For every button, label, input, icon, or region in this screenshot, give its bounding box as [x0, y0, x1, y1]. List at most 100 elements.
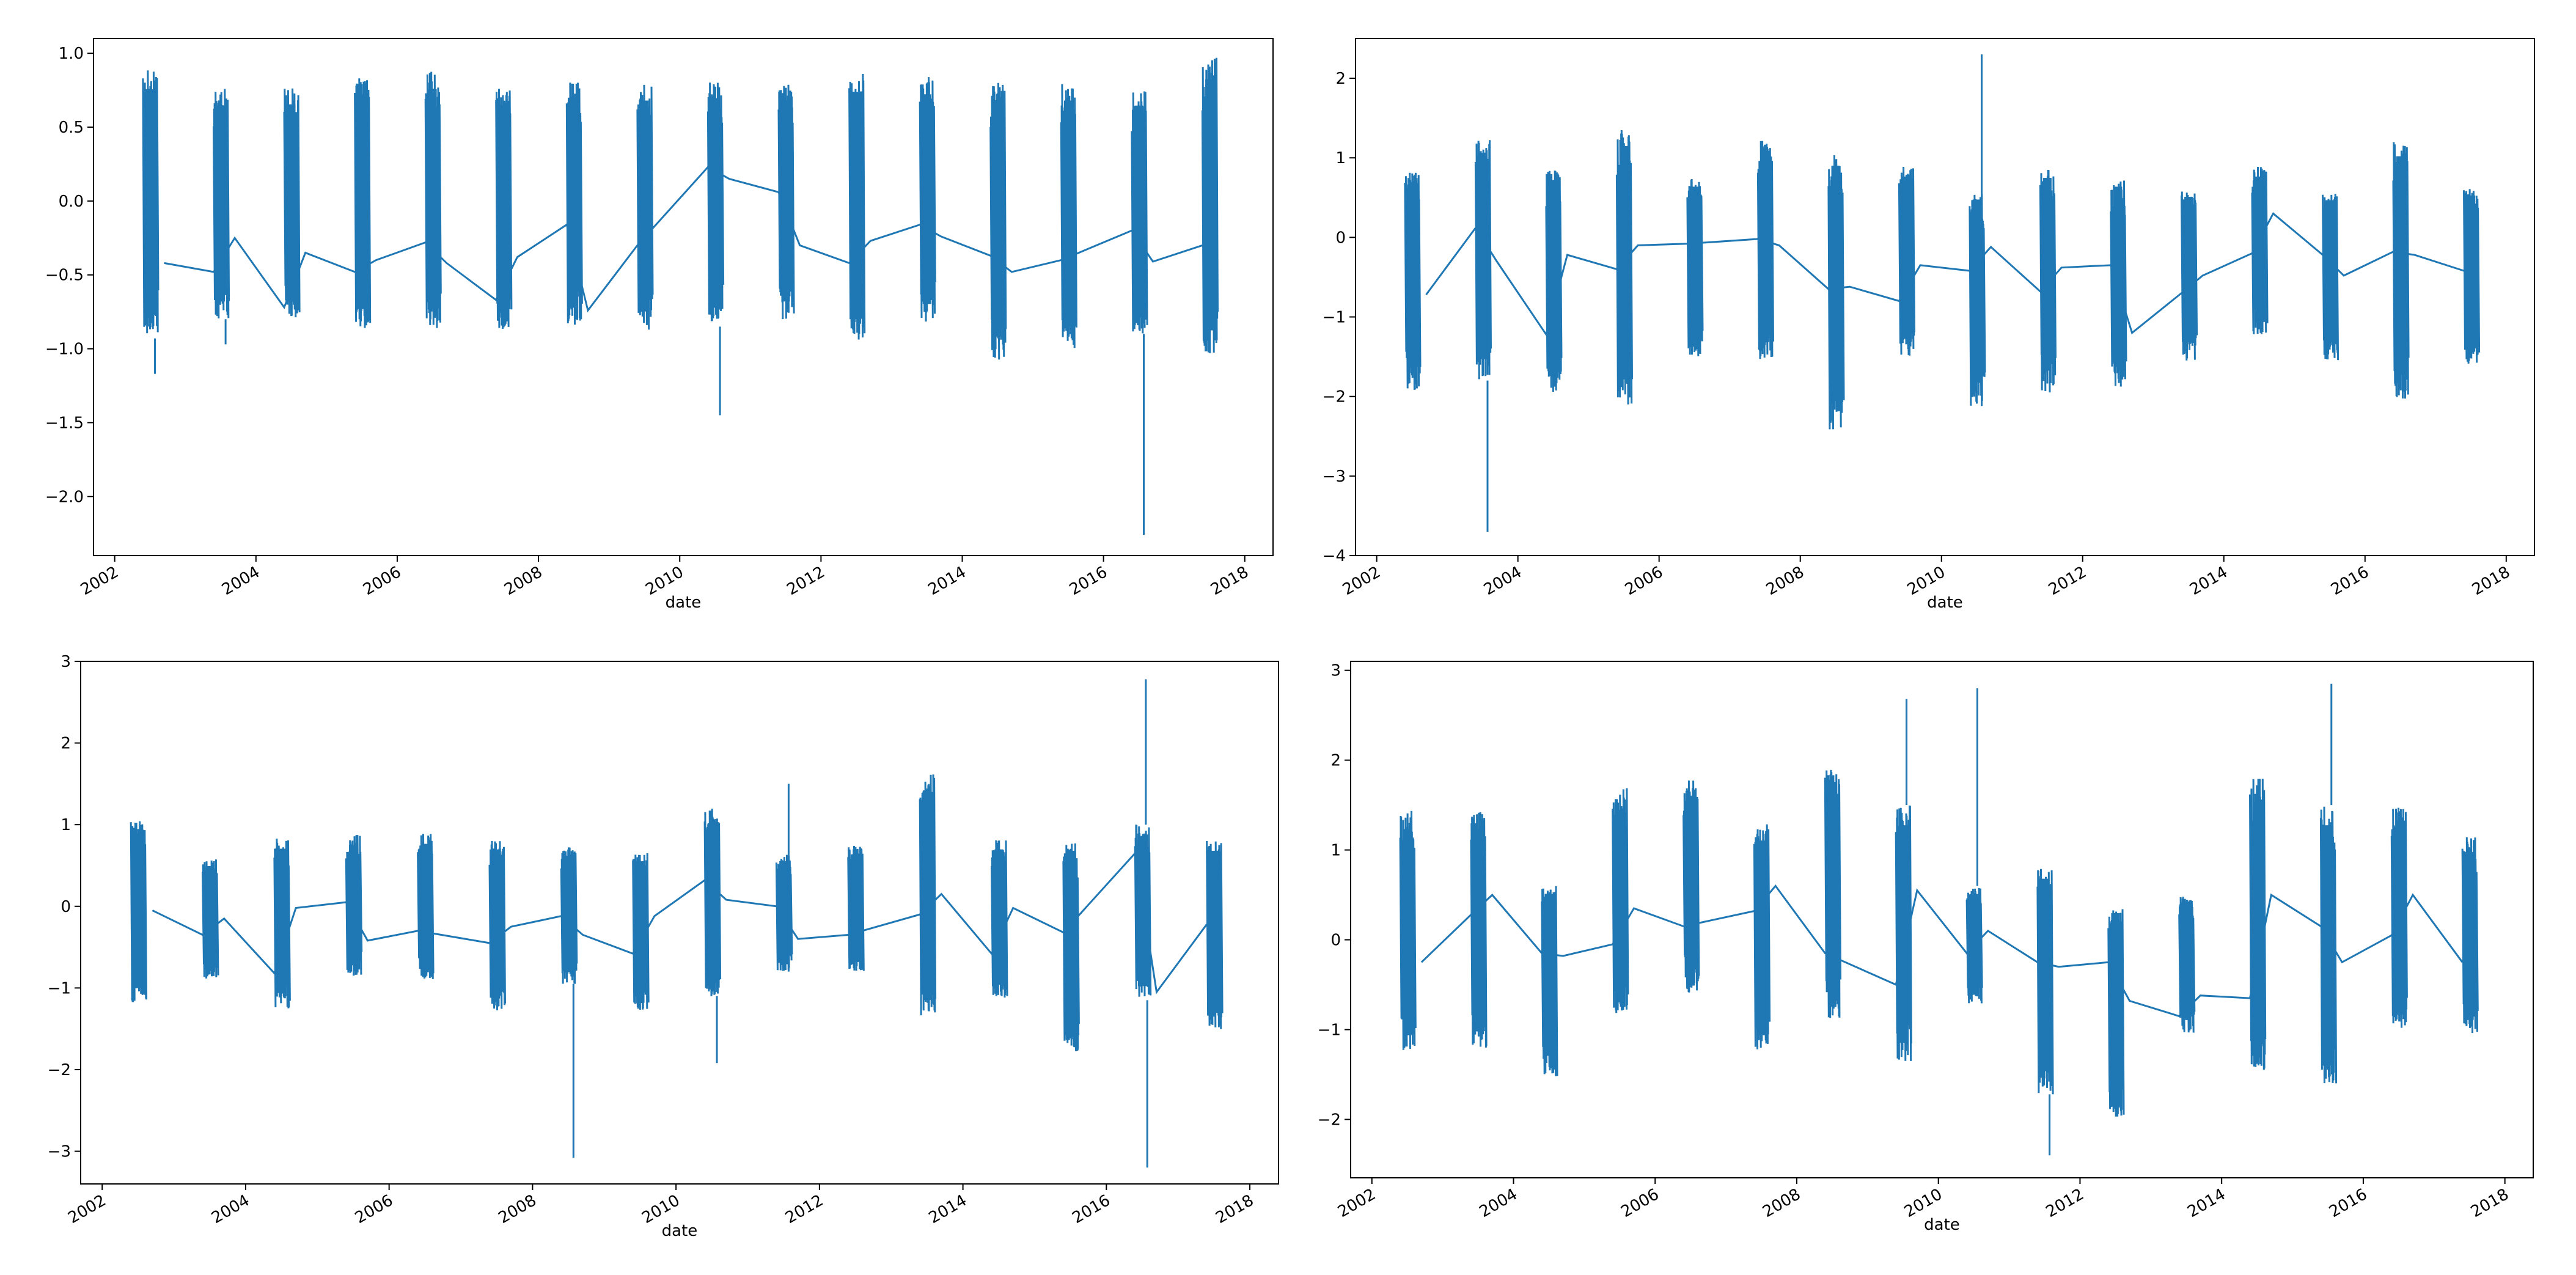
data-burst: [1686, 178, 1704, 356]
burst-core: [569, 97, 578, 308]
burst-core: [1898, 825, 1907, 1043]
data-burst: [1470, 812, 1488, 1048]
data-burst: [1404, 172, 1422, 390]
data-burst: [2178, 897, 2196, 1033]
burst-core: [2324, 825, 2332, 1062]
data-burst: [2319, 683, 2338, 1084]
burst-core: [287, 104, 296, 302]
y-tick-label: 0: [1330, 931, 1341, 950]
burst-core: [564, 855, 573, 972]
burst-core: [205, 865, 215, 971]
y-tick-label: 2: [1330, 752, 1341, 770]
data-burst: [142, 70, 160, 374]
y-axis: 2 1 0 −1 −2 −3 −4: [1323, 70, 1356, 565]
y-tick-label: 1: [1335, 149, 1346, 167]
data-burst: [283, 88, 301, 318]
data-burst: [848, 73, 866, 340]
burst-core: [1761, 155, 1769, 342]
y-tick-label: 0: [61, 898, 71, 916]
data-burst: [775, 784, 793, 972]
data-burst: [1545, 171, 1563, 392]
burst-core: [636, 861, 645, 997]
data-burst: [213, 89, 230, 345]
y-tick-label: 1: [61, 816, 71, 834]
burst-core: [707, 823, 716, 983]
burst-core: [492, 849, 501, 996]
burst-core: [2465, 851, 2474, 1020]
y-axis: 3 2 1 0 −1 −2: [1318, 662, 1351, 1129]
data-burst: [1399, 810, 1417, 1050]
series-line: [142, 57, 1219, 535]
data-burst: [2036, 869, 2054, 1156]
data-burst: [991, 840, 1008, 998]
y-tick-label: 2: [61, 735, 71, 753]
burst-core: [348, 845, 358, 966]
burst-core: [2255, 176, 2264, 320]
burst-core: [994, 849, 1004, 984]
data-burst: [345, 835, 363, 976]
data-burst: [777, 84, 795, 320]
data-burst: [2110, 180, 2127, 387]
burst-core: [922, 790, 931, 1001]
data-burst: [1824, 770, 1841, 1018]
burst-core: [1478, 153, 1487, 359]
data-burst: [565, 83, 583, 325]
data-burst: [706, 83, 725, 416]
y-tick-label: −1: [48, 979, 71, 998]
y-tick-label: 1: [1330, 842, 1341, 860]
y-tick-label: 0.5: [59, 119, 84, 137]
burst-core: [1690, 186, 1699, 339]
burst-core: [781, 100, 790, 302]
burst-core: [2043, 178, 2052, 371]
y-tick-label: −4: [1323, 547, 1346, 565]
burst-core: [640, 100, 649, 312]
y-tick-label: 0: [1335, 229, 1346, 247]
data-burst: [919, 77, 936, 322]
y-axis: 3 2 1 0 −1 −2 −3: [48, 653, 81, 1161]
y-tick-label: −2.0: [45, 488, 84, 506]
burst-core: [1615, 810, 1624, 1002]
axes-frame: [1350, 661, 2534, 1178]
burst-core: [1137, 837, 1147, 987]
y-tick-label: 3: [1330, 662, 1341, 680]
data-burst: [1827, 155, 1845, 430]
burst-core: [1757, 840, 1766, 1035]
burst-core: [358, 94, 367, 309]
data-burst: [2181, 191, 2198, 361]
burst-core: [1407, 182, 1417, 368]
burst-core: [851, 854, 860, 962]
data-burst: [2322, 194, 2339, 361]
data-burst: [2390, 807, 2408, 1028]
burst-core: [1620, 146, 1628, 380]
series-line: [1399, 683, 2479, 1156]
data-burst: [989, 83, 1007, 360]
data-burst: [1682, 780, 1700, 993]
burst-core: [2396, 156, 2405, 375]
burst-core: [2182, 902, 2191, 1020]
data-burst: [1541, 886, 1558, 1076]
y-tick-label: 1.0: [59, 45, 84, 63]
data-burst: [1206, 840, 1224, 1029]
burst-core: [1831, 166, 1840, 402]
burst-core: [922, 94, 931, 304]
burst-core: [2113, 186, 2123, 365]
data-burst: [2392, 142, 2410, 399]
data-burst: [1060, 84, 1077, 348]
data-burst: [2251, 166, 2269, 334]
data-burst: [417, 834, 435, 979]
burst-core: [1544, 894, 1554, 1056]
data-burst: [2249, 778, 2267, 1070]
data-burst: [1474, 140, 1492, 532]
data-burst: [488, 840, 506, 1010]
data-burst: [1131, 91, 1148, 535]
burst-core: [2325, 200, 2334, 342]
burst-core: [2467, 195, 2475, 346]
data-burst: [560, 847, 578, 1158]
series-line: [130, 679, 1224, 1168]
data-burst: [636, 84, 654, 330]
burst-core: [1205, 79, 1214, 331]
data-burst: [2461, 837, 2479, 1034]
burst-core: [2184, 197, 2193, 342]
